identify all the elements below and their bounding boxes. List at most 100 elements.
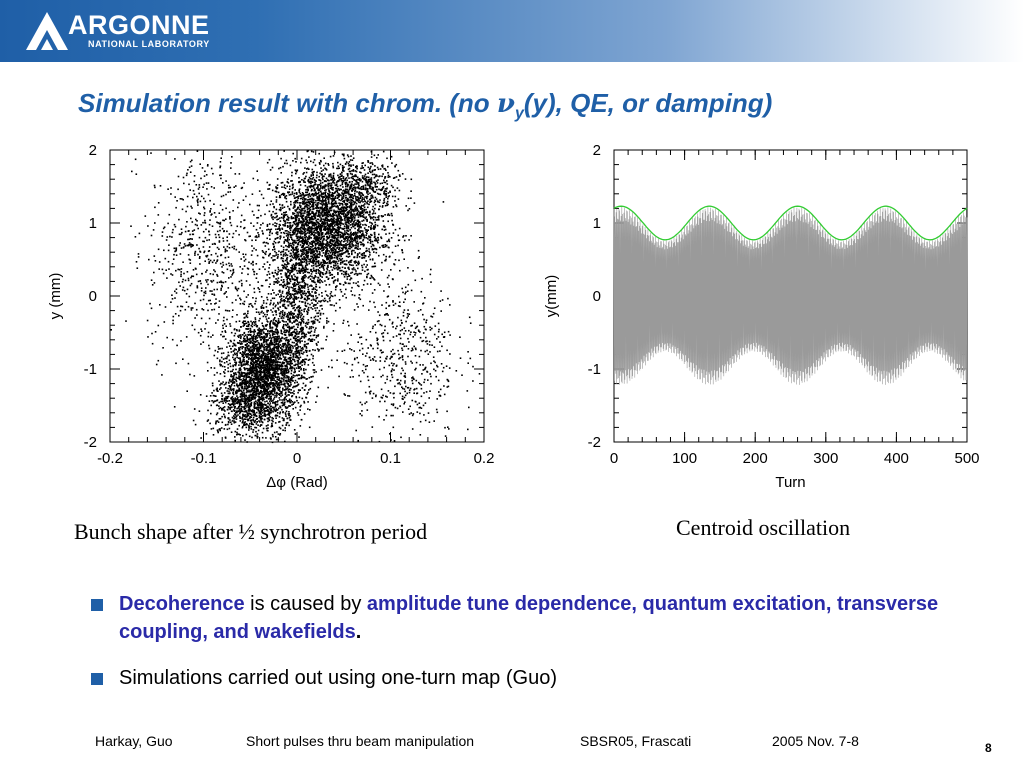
- scatter-point: [358, 235, 361, 237]
- scatter-point: [351, 216, 353, 219]
- scatter-point: [277, 400, 279, 402]
- scatter-point: [245, 315, 248, 318]
- scatter-point: [272, 393, 275, 396]
- scatter-point: [378, 215, 380, 217]
- scatter-point: [316, 202, 318, 204]
- scatter-point: [296, 199, 299, 201]
- scatter-point: [283, 384, 286, 386]
- scatter-point: [342, 233, 344, 235]
- scatter-point: [222, 352, 225, 354]
- scatter-point: [384, 214, 386, 216]
- scatter-point: [310, 228, 312, 231]
- scatter-point: [283, 236, 285, 239]
- scatter-point: [333, 256, 336, 259]
- scatter-point: [365, 195, 368, 198]
- scatter-point: [269, 169, 272, 171]
- scatter-point: [323, 196, 326, 198]
- scatter-point: [300, 240, 303, 243]
- scatter-point: [356, 256, 358, 259]
- scatter-point: [320, 185, 322, 188]
- scatter-point: [321, 201, 323, 203]
- scatter-point: [308, 271, 310, 274]
- scatter-point: [308, 198, 310, 201]
- scatter-point: [283, 338, 286, 340]
- scatter-point: [329, 244, 331, 247]
- scatter-point: [281, 352, 283, 354]
- scatter-point: [258, 355, 261, 358]
- scatter-point: [358, 262, 360, 264]
- scatter-point: [310, 249, 312, 252]
- scatter-point: [349, 229, 352, 231]
- scatter-point: [316, 204, 319, 207]
- scatter-point: [272, 203, 274, 205]
- scatter-point: [275, 196, 278, 198]
- scatter-point: [305, 191, 307, 194]
- scatter-point: [336, 215, 339, 218]
- scatter-point: [294, 369, 296, 371]
- scatter-point: [241, 334, 244, 336]
- scatter-point: [283, 380, 285, 382]
- scatter-point: [344, 177, 347, 180]
- scatter-point: [269, 334, 271, 336]
- scatter-point: [253, 348, 256, 350]
- scatter-point: [216, 357, 219, 360]
- scatter-point: [296, 263, 299, 265]
- scatter-point: [342, 186, 344, 188]
- scatter-point: [292, 386, 294, 389]
- scatter-point: [321, 232, 324, 234]
- scatter-point: [339, 267, 341, 270]
- scatter-point: [304, 259, 306, 261]
- scatter-point: [294, 216, 297, 219]
- scatter-point: [331, 277, 334, 279]
- scatter-point: [286, 360, 289, 363]
- scatter-point: [316, 256, 319, 259]
- scatter-point: [334, 236, 337, 239]
- scatter-point: [268, 343, 270, 346]
- scatter-point: [290, 193, 292, 196]
- scatter-point: [243, 340, 246, 343]
- scatter-point: [363, 252, 365, 254]
- scatter-point: [315, 228, 318, 230]
- scatter-point: [268, 419, 271, 422]
- scatter-point: [284, 413, 287, 416]
- scatter-point: [343, 227, 346, 230]
- scatter-point: [374, 265, 377, 268]
- scatter-point: [255, 426, 258, 429]
- scatter-point: [297, 213, 300, 215]
- scatter-point: [266, 223, 269, 226]
- scatter-point: [337, 161, 339, 164]
- scatter-point: [350, 240, 353, 242]
- scatter-point: [321, 240, 324, 242]
- scatter-point: [339, 176, 341, 178]
- scatter-point: [366, 220, 368, 222]
- scatter-point: [283, 403, 286, 405]
- scatter-point: [384, 226, 386, 228]
- scatter-point: [264, 375, 267, 378]
- scatter-point: [275, 190, 277, 193]
- scatter-point: [264, 374, 267, 376]
- scatter-point: [290, 254, 293, 257]
- scatter-point: [351, 253, 353, 256]
- scatter-point: [262, 415, 264, 417]
- scatter-point: [338, 244, 340, 246]
- scatter-point: [239, 360, 241, 363]
- scatter-point: [254, 376, 257, 378]
- scatter-point: [323, 212, 325, 214]
- scatter-point: [330, 184, 333, 186]
- scatter-point: [296, 292, 299, 295]
- scatter-point: [391, 195, 394, 198]
- scatter-point: [287, 371, 290, 374]
- scatter-point: [349, 278, 351, 281]
- scatter-point: [325, 169, 328, 171]
- scatter-point: [242, 381, 244, 384]
- scatter-point: [372, 248, 375, 251]
- scatter-point: [240, 400, 242, 403]
- scatter-point: [299, 310, 301, 313]
- scatter-point: [316, 221, 319, 223]
- scatter-point: [285, 276, 288, 279]
- scatter-point: [330, 249, 333, 252]
- scatter-point: [245, 296, 248, 298]
- scatter-point: [316, 199, 319, 201]
- scatter-point: [345, 243, 347, 245]
